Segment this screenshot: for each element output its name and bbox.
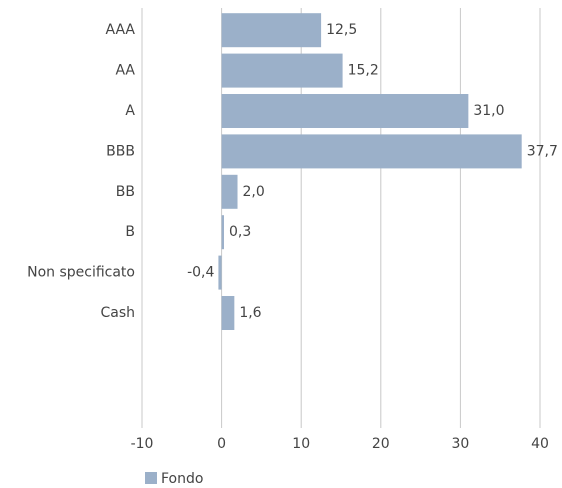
x-tick-label: 10 — [292, 436, 310, 452]
bar — [218, 255, 222, 290]
x-tick-label: 0 — [217, 436, 226, 452]
x-tick-label: -10 — [131, 436, 154, 452]
x-tick-label: 30 — [451, 436, 469, 452]
data-label: 37,7 — [527, 143, 558, 159]
bar — [221, 215, 224, 250]
bar — [221, 13, 322, 48]
data-label: 12,5 — [326, 22, 357, 38]
data-label: 0,3 — [229, 224, 251, 240]
data-label: 31,0 — [473, 103, 504, 119]
y-tick-label: AAA — [105, 22, 135, 38]
data-label: 1,6 — [239, 305, 261, 321]
legend-label: Fondo — [161, 471, 203, 487]
data-label: -0,4 — [187, 265, 214, 281]
x-tick-label: 20 — [372, 436, 390, 452]
bar — [221, 53, 343, 88]
y-tick-label: B — [125, 224, 135, 240]
data-label: 15,2 — [348, 63, 379, 79]
bar — [221, 296, 235, 330]
legend-swatch — [145, 472, 157, 484]
y-tick-label: Non specificato — [27, 265, 135, 281]
y-tick-label: Cash — [100, 305, 135, 321]
data-label: 2,0 — [243, 184, 265, 200]
bar — [221, 134, 522, 169]
x-tick-label: 40 — [531, 436, 549, 452]
bar — [221, 174, 238, 209]
y-tick-label: AA — [115, 63, 135, 79]
y-tick-label: BBB — [106, 143, 135, 159]
y-tick-label: BB — [116, 184, 135, 200]
bar — [221, 94, 469, 128]
y-tick-label: A — [125, 103, 135, 119]
